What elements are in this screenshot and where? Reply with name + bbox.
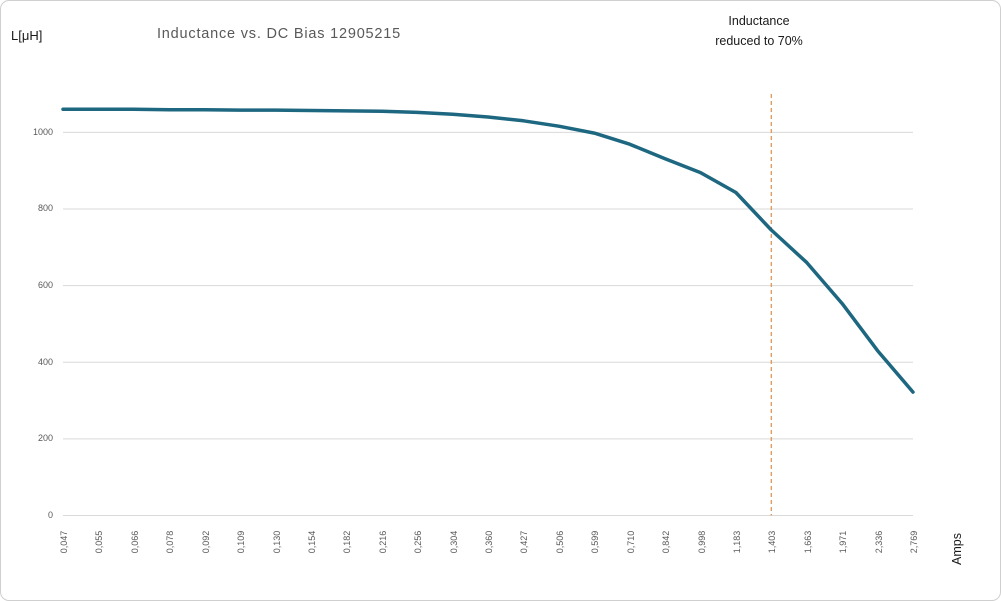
x-tick-label: 1,403	[767, 530, 778, 554]
x-tick-label: 0,506	[554, 530, 565, 554]
x-tick-label: 0,092	[200, 530, 211, 554]
x-tick-label: 0,109	[236, 530, 247, 554]
x-tick-label: 0,055	[94, 530, 105, 554]
y-tick-label: 600	[37, 280, 53, 291]
x-tick-label: 0,599	[590, 530, 601, 554]
y-tick-label: 1000	[32, 126, 53, 137]
x-tick-label: 0,360	[484, 530, 494, 554]
x-axis-unit-label: Amps	[950, 533, 964, 565]
y-tick-label: 200	[37, 433, 53, 444]
x-tick-label: 0,130	[271, 530, 282, 554]
y-tick-label: 800	[37, 203, 53, 214]
x-tick-label: 0,256	[413, 530, 424, 554]
x-tick-label: 0,842	[661, 530, 672, 554]
reference-annotation-line1: Inductance	[728, 14, 790, 28]
y-tick-label: 0	[47, 510, 53, 520]
x-tick-label: 0,427	[519, 530, 530, 554]
x-tick-label: 0,998	[696, 530, 707, 554]
x-tick-label: 1,663	[802, 530, 813, 554]
x-tick-label: 1,971	[838, 530, 849, 554]
x-tick-label: 0,710	[625, 530, 636, 554]
x-tick-label: 2,769	[909, 530, 919, 554]
x-tick-label: 2,336	[873, 530, 884, 554]
x-tick-label: 0,154	[306, 530, 317, 554]
x-tick-label: 0,078	[165, 530, 176, 554]
x-tick-label: 0,047	[59, 530, 69, 554]
y-tick-label: 400	[37, 356, 53, 367]
chart-title: Inductance vs. DC Bias 12905215	[156, 26, 402, 42]
x-tick-label: 0,304	[448, 530, 459, 554]
x-tick-label: 1,183	[731, 530, 742, 554]
reference-annotation: Inductance reduced to 70%	[715, 11, 803, 51]
series-line-inductance	[61, 107, 915, 394]
x-tick-label: 0,182	[342, 530, 353, 554]
reference-annotation-line2: reduced to 70%	[715, 34, 803, 48]
x-tick-label: 0,216	[377, 530, 388, 554]
y-axis-unit-label: L[μH]	[11, 28, 43, 43]
x-tick-label: 0,066	[129, 530, 140, 554]
